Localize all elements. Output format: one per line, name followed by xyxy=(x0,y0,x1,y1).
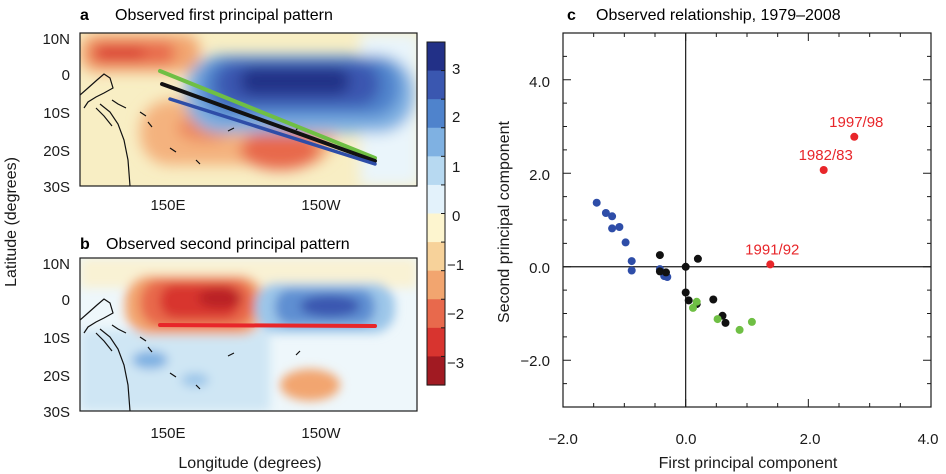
colorbar-segment xyxy=(427,327,445,358)
map-b-field xyxy=(80,258,417,411)
lon-tick-150W: 150W xyxy=(301,425,341,442)
scatter-point xyxy=(601,209,610,217)
x-tick-2: 2.0 xyxy=(800,431,821,448)
lat-ticks-b: 10N 0 10S 20S 30S xyxy=(42,256,70,421)
scatter-point xyxy=(608,212,617,221)
panel-c-title: Observed relationship, 1979–2008 xyxy=(596,7,841,24)
maps-x-axis-title: Longitude (degrees) xyxy=(178,455,321,472)
colorbar-tick-neg3: −3 xyxy=(447,355,464,372)
scatter-point xyxy=(709,295,718,304)
scatter-point xyxy=(850,132,859,141)
y-tick-4: 4.0 xyxy=(529,74,550,91)
panel-a-title: Observed first principal pattern xyxy=(115,7,333,24)
scatter-x-ticks: −2.0 0.0 2.0 4.0 xyxy=(548,431,938,448)
panel-a: a Observed first principal pattern xyxy=(42,7,418,214)
scatter-point xyxy=(608,224,617,233)
lat-tick-10N: 10N xyxy=(42,256,70,273)
lat-tick-10N: 10N xyxy=(42,31,70,48)
scatter-point xyxy=(655,267,664,276)
scatter-point xyxy=(684,296,693,305)
scatter-point xyxy=(766,260,775,269)
lon-ticks-b: 150E 150W xyxy=(150,425,341,442)
scatter-y-axis-title: Second principal component xyxy=(496,120,513,322)
panel-c-letter: c xyxy=(567,7,576,24)
x-tick-0: 0.0 xyxy=(676,431,697,448)
colorbar-segment xyxy=(427,70,445,100)
pattern-lines-a xyxy=(158,69,377,166)
scatter-point xyxy=(627,257,636,266)
lat-ticks-a: 10N 0 10S 20S 30S xyxy=(42,31,70,196)
map-b-frame xyxy=(79,257,418,412)
colorbar-tick-neg1: −1 xyxy=(447,257,464,274)
lon-tick-150W: 150W xyxy=(301,197,341,214)
colorbar-ticks: 3 2 1 0 −1 −2 −3 xyxy=(447,61,464,372)
scatter-point xyxy=(615,223,624,231)
year-label: 1982/83 xyxy=(799,147,853,164)
lon-tick-150E: 150E xyxy=(150,425,185,442)
panel-b-title: Observed second principal pattern xyxy=(106,236,350,253)
lat-tick-20S: 20S xyxy=(43,368,70,385)
colorbar-segment xyxy=(427,242,445,272)
x-tick-neg2: −2.0 xyxy=(548,431,578,448)
pattern-lines-b xyxy=(158,323,377,328)
lat-tick-30S: 30S xyxy=(43,179,70,196)
colorbar xyxy=(426,41,446,386)
scatter-point xyxy=(693,254,702,263)
y-tick-0: 0.0 xyxy=(529,260,550,277)
lat-tick-20S: 20S xyxy=(43,143,70,160)
colorbar-segment xyxy=(427,156,445,186)
lat-tick-30S: 30S xyxy=(43,404,70,421)
scatter-point xyxy=(592,198,601,207)
scatter-point xyxy=(747,317,756,326)
colorbar-segment xyxy=(427,127,445,157)
colorbar-tick-0: 0 xyxy=(452,208,460,225)
colorbar-tick-3: 3 xyxy=(452,61,460,78)
panel-c: c Observed relationship, 1979–2008 1997/… xyxy=(496,7,938,472)
scatter-point xyxy=(681,288,690,297)
maps-y-axis-title: Latitude (degrees) xyxy=(3,157,20,287)
scatter-point xyxy=(681,262,690,271)
colorbar-tick-1: 1 xyxy=(452,159,460,176)
scatter-point xyxy=(692,297,701,306)
x-tick-4: 4.0 xyxy=(918,431,939,448)
lat-tick-10S: 10S xyxy=(43,105,70,122)
scatter-point xyxy=(662,268,670,277)
y-tick-neg2: −2.0 xyxy=(520,353,550,370)
scatter-point xyxy=(689,303,697,312)
panel-b: b Observed second principal pattern xyxy=(42,236,418,442)
scatter-point xyxy=(655,251,664,260)
y-tick-2: 2.0 xyxy=(529,167,550,184)
panel-b-letter: b xyxy=(80,236,90,253)
scatter-point xyxy=(819,166,828,174)
colorbar-segment xyxy=(427,99,445,129)
lat-tick-0: 0 xyxy=(62,67,70,84)
scatter-y-ticks: −2.0 0.0 2.0 4.0 xyxy=(520,74,550,370)
lon-tick-150E: 150E xyxy=(150,197,185,214)
panel-a-letter: a xyxy=(80,7,89,24)
scatter-x-axis-title: First principal component xyxy=(659,455,838,472)
scatter-point xyxy=(721,318,730,327)
scatter-frame xyxy=(562,32,932,408)
coastline-b xyxy=(80,298,301,411)
colorbar-segment xyxy=(427,270,445,300)
lat-tick-0: 0 xyxy=(62,292,70,309)
scatter-point xyxy=(735,325,744,334)
scatter-point xyxy=(713,315,722,324)
colorbar-tick-neg2: −2 xyxy=(447,306,464,323)
scatter-point xyxy=(621,238,630,247)
scatter-point xyxy=(627,266,636,275)
colorbar-segment xyxy=(427,42,445,72)
colorbar-segment xyxy=(427,213,445,243)
year-label: 1997/98 xyxy=(829,114,883,131)
year-label: 1991/92 xyxy=(745,241,799,258)
colorbar-segment xyxy=(427,356,445,386)
colorbar-segment xyxy=(427,299,445,329)
lat-tick-10S: 10S xyxy=(43,330,70,347)
scatter-plot: 1997/98 1982/83 1991/92 xyxy=(562,32,932,408)
lon-ticks-a: 150E 150W xyxy=(150,197,341,214)
map-a-frame xyxy=(79,32,418,187)
colorbar-segment xyxy=(427,184,445,215)
colorbar-tick-2: 2 xyxy=(452,109,460,126)
